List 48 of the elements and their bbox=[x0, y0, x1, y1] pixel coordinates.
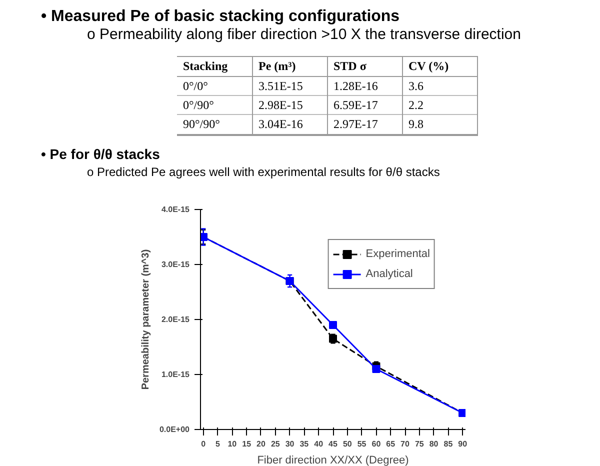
text: 9.8 bbox=[402, 114, 477, 135]
text: CV (%) bbox=[402, 56, 477, 76]
x-tick-label: 85 bbox=[444, 440, 454, 448]
x-tick-label: 60 bbox=[372, 440, 382, 448]
text: • Pe for θ/θ stacks bbox=[41, 146, 161, 163]
y-tick-label: 2.0E-15 bbox=[161, 315, 190, 324]
x-tick-label: 80 bbox=[429, 440, 439, 448]
x-tick-label: 70 bbox=[400, 440, 410, 448]
text: 0°/90° bbox=[177, 95, 252, 115]
x-tick-label: 40 bbox=[314, 440, 324, 448]
text: 1.28E-16 bbox=[327, 76, 402, 96]
x-tick-label: 0 bbox=[201, 440, 206, 448]
x-tick-label: 35 bbox=[300, 440, 310, 448]
text: 2.2 bbox=[402, 95, 477, 115]
x-tick-label: 65 bbox=[386, 440, 396, 448]
text: 3.51E-15 bbox=[252, 76, 327, 96]
text: 2.98E-15 bbox=[252, 95, 327, 115]
x-tick-label: 45 bbox=[328, 440, 338, 448]
y-tick-label: 0.0E+00 bbox=[159, 425, 190, 434]
y-tick-label: 1.0E-15 bbox=[161, 370, 190, 379]
x-tick-label: 90 bbox=[458, 440, 468, 448]
chart-title: • Measured Pe of basic stacking configurations bbox=[41, 7, 401, 26]
chart-subtitle: o Permeability along fiber direction >10 X the transverse direction bbox=[87, 26, 522, 44]
y-axis-title: Permeability parameter (m^3) bbox=[140, 249, 152, 390]
text: 6.59E-17 bbox=[327, 95, 402, 115]
legend-label: Experimental bbox=[366, 248, 430, 260]
x-tick-label: 20 bbox=[256, 440, 266, 448]
x-tick-label: 55 bbox=[357, 440, 367, 448]
text: 3.04E-16 bbox=[252, 114, 327, 135]
y-tick-label: 4.0E-15 bbox=[161, 205, 190, 214]
y-tick-label: 3.0E-15 bbox=[161, 260, 190, 269]
legend-label: Analytical bbox=[366, 268, 413, 280]
text: o Predicted Pe agrees well with experimental results for θ/θ stacks bbox=[87, 164, 441, 179]
x-tick-label: 15 bbox=[242, 440, 252, 448]
x-tick-label: 5 bbox=[216, 440, 221, 448]
text: 2.97E-17 bbox=[327, 114, 402, 135]
text: 0°/0° bbox=[177, 76, 252, 96]
x-tick-label: 25 bbox=[270, 440, 280, 448]
text: Pe (m³) bbox=[252, 56, 327, 76]
text: 3.6 bbox=[402, 76, 477, 96]
x-tick-label: 75 bbox=[414, 440, 424, 448]
x-tick-label: 30 bbox=[285, 440, 295, 448]
x-axis-title: Fiber direction XX/XX (Degree) bbox=[257, 454, 409, 466]
text: Stacking bbox=[177, 56, 252, 76]
x-tick-label: 50 bbox=[342, 440, 352, 448]
x-tick-label: 10 bbox=[228, 440, 238, 448]
text: STD σ bbox=[327, 56, 402, 76]
text: 90°/90° bbox=[177, 114, 252, 135]
